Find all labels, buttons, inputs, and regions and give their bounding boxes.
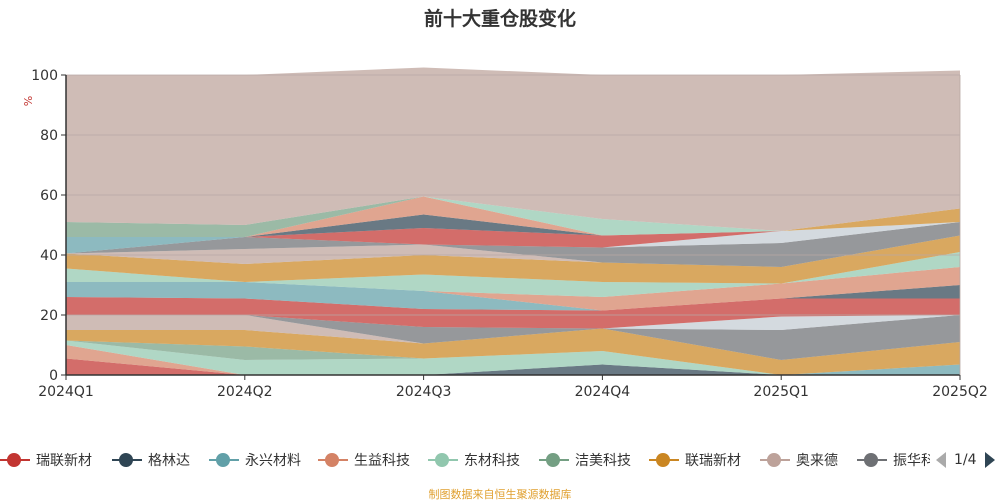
legend-marker-icon (539, 453, 569, 467)
legend: 瑞联新材 格林达 永兴材料 生益科技 东材科技 洁美科技 联瑞新材 奥来德 振华科技 (0, 448, 1000, 472)
legend-marker-icon (760, 453, 790, 467)
area-series-15[interactable] (66, 235, 960, 284)
legend-marker-icon (112, 453, 142, 467)
legend-pager: 1/4 (936, 450, 995, 470)
area-series-8[interactable] (66, 315, 960, 360)
area-series-24[interactable] (66, 196, 960, 238)
area-series-12[interactable] (66, 282, 960, 311)
area-series-9[interactable] (66, 315, 960, 330)
area-series-22[interactable] (66, 196, 960, 238)
stacked-areas (66, 67, 960, 376)
chart-plot-area: 0 20 40 60 80 100 2024Q1 2024Q2 2024Q3 2024Q4 2025… (22, 67, 988, 400)
legend-marker-icon (649, 453, 679, 467)
area-series-1[interactable] (66, 358, 960, 376)
y-axis-label: % (22, 96, 35, 106)
area-series-6[interactable] (66, 328, 960, 376)
area-series-16[interactable] (66, 235, 960, 268)
area-series-26[interactable] (66, 67, 960, 232)
legend-item[interactable]: 永兴材料 (209, 448, 301, 472)
y-tick-label: 20 (40, 308, 58, 324)
next-page-icon[interactable] (984, 452, 995, 468)
x-tick-label: 2025Q2 (932, 384, 988, 400)
area-series-4[interactable] (66, 340, 960, 376)
x-tick-label: 2024Q1 (38, 384, 94, 400)
y-tick-label: 40 (40, 248, 58, 264)
legend-marker-icon (209, 453, 239, 467)
legend-item[interactable]: 奥来德 (760, 448, 838, 472)
legend-label: 联瑞新材 (685, 453, 741, 469)
area-series-7[interactable] (66, 315, 960, 360)
legend-item[interactable]: 格林达 (112, 448, 190, 472)
area-series-14[interactable] (66, 252, 960, 297)
area-series-0[interactable] (66, 358, 960, 376)
y-tick-label: 60 (40, 188, 58, 204)
legend-label: 永兴材料 (245, 453, 301, 469)
legend-item[interactable]: 东材科技 (428, 448, 520, 472)
area-series-13[interactable] (66, 267, 960, 311)
x-tick-label: 2024Q2 (217, 384, 273, 400)
legend-marker-icon (318, 453, 348, 467)
legend-item[interactable]: 洁美科技 (539, 448, 631, 472)
prev-page-icon[interactable] (936, 452, 946, 468)
area-series-10[interactable] (66, 297, 960, 329)
legend-label: 奥来德 (796, 453, 838, 469)
legend-label: 振华科技 (893, 453, 930, 469)
y-tick-label: 100 (31, 68, 58, 84)
source-note: 制图数据来自恒生聚源数据库 (428, 488, 572, 501)
legend-page-indicator: 1/4 (954, 452, 977, 468)
legend-item[interactable]: 联瑞新材 (649, 448, 741, 472)
y-tick-label: 0 (49, 368, 58, 384)
legend-marker-icon (428, 453, 458, 467)
x-tick-label: 2025Q1 (753, 384, 809, 400)
chart-title: 前十大重仓股变化 (423, 8, 576, 30)
legend-item[interactable]: 瑞联新材 (0, 448, 92, 472)
area-series-18[interactable] (66, 222, 960, 254)
legend-label: 东材科技 (464, 453, 520, 469)
axes: 0 20 40 60 80 100 2024Q1 2024Q2 2024Q3 2024Q4 2025… (31, 68, 988, 400)
y-tick-label: 80 (40, 128, 58, 144)
x-tick-label: 2024Q4 (575, 384, 631, 400)
legend-marker-icon (0, 453, 30, 467)
gridlines (65, 74, 961, 376)
legend-item[interactable]: 振华科技 (857, 448, 930, 472)
area-series-2[interactable] (66, 358, 960, 376)
area-series-19[interactable] (66, 222, 960, 254)
legend-items: 瑞联新材 格林达 永兴材料 生益科技 东材科技 洁美科技 联瑞新材 奥来德 振华科技 (0, 448, 930, 472)
legend-label: 格林达 (148, 453, 190, 469)
legend-item[interactable]: 生益科技 (318, 448, 410, 472)
area-series-17[interactable] (66, 222, 960, 267)
area-series-5[interactable] (66, 340, 960, 376)
x-tick-label: 2024Q3 (396, 384, 452, 400)
legend-label: 洁美科技 (575, 453, 631, 469)
legend-marker-icon (857, 453, 887, 467)
legend-label: 生益科技 (354, 453, 410, 469)
legend-label: 瑞联新材 (36, 453, 92, 469)
